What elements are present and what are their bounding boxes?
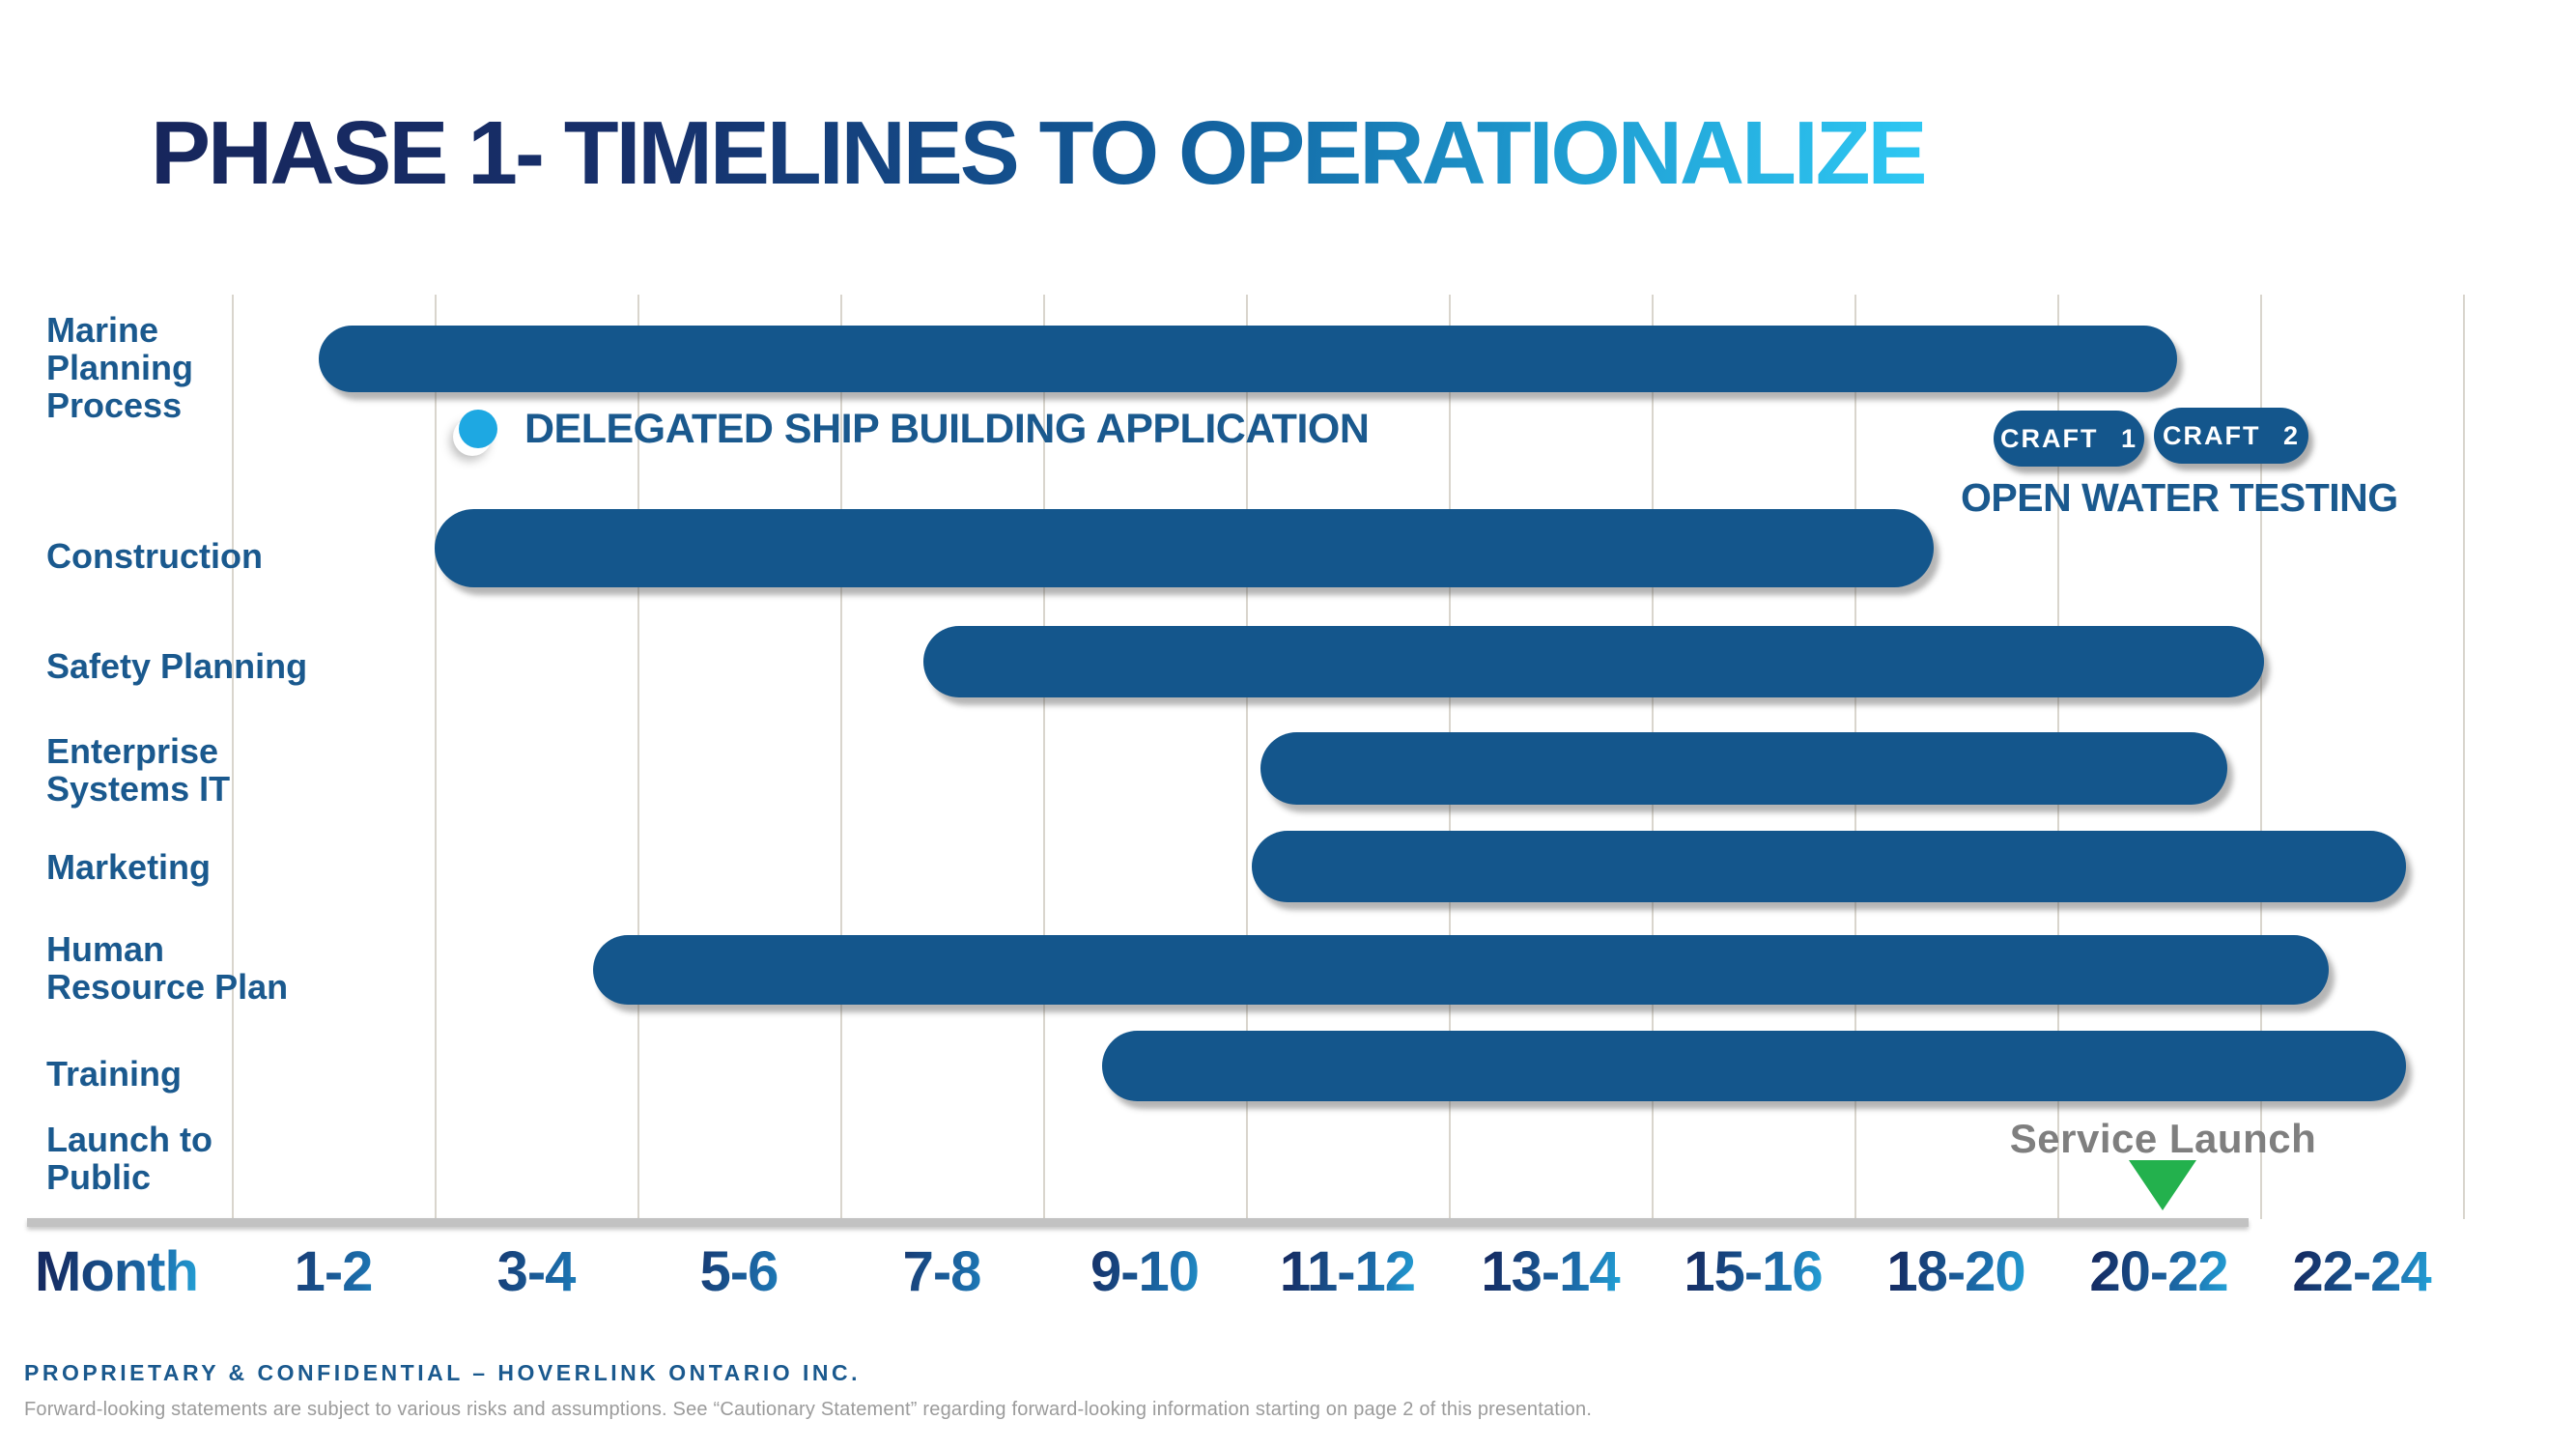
- axis-tick-15-16: 15-16: [1652, 1239, 1854, 1304]
- craft-2-badge: CRAFT 2: [2154, 408, 2308, 464]
- gantt-bar-hr: [592, 935, 2330, 1005]
- open-water-testing-label: OPEN WATER TESTING: [1961, 475, 2398, 520]
- axis-month-label: Month: [35, 1239, 233, 1304]
- gantt-bar-marine: [319, 326, 2177, 392]
- footer-disclaimer: Forward-looking statements are subject t…: [24, 1399, 1593, 1420]
- gantt-bar-construction: [435, 509, 1934, 587]
- axis-tick-13-14: 13-14: [1449, 1239, 1652, 1304]
- row-label-safety: Safety Planning: [46, 646, 308, 686]
- axis-tick-1-2: 1-2: [232, 1239, 435, 1304]
- row-label-marketing: Marketing: [46, 847, 212, 887]
- page-title: PHASE 1- TIMELINES TO OPERATIONALIZE: [151, 102, 1928, 203]
- gantt-bar-training: [1101, 1031, 2407, 1101]
- row-label-launch: Launch to Public: [46, 1120, 212, 1198]
- gridline: [232, 295, 234, 1219]
- axis-tick-20-22: 20-22: [2057, 1239, 2260, 1304]
- axis-tick-18-20: 18-20: [1854, 1239, 2057, 1304]
- craft-1-badge: CRAFT 1: [1994, 411, 2144, 467]
- gridline: [637, 295, 639, 1219]
- axis-tick-22-24: 22-24: [2260, 1239, 2463, 1304]
- gantt-bar-enterprise: [1260, 732, 2228, 805]
- service-launch-marker-icon: [2129, 1160, 2196, 1210]
- row-label-marine: Marine Planning Process: [46, 310, 193, 426]
- row-label-construction: Construction: [46, 536, 263, 576]
- service-launch-label: Service Launch: [2009, 1116, 2317, 1161]
- delegated-label: DELEGATED SHIP BUILDING APPLICATION: [524, 406, 1370, 452]
- gridline: [2463, 295, 2465, 1219]
- gridline: [1043, 295, 1045, 1219]
- gantt-bar-marketing: [1252, 831, 2407, 902]
- row-label-enterprise: Enterprise Systems IT: [46, 731, 231, 810]
- milestone-dot-icon: [459, 410, 497, 448]
- axis-tick-3-4: 3-4: [435, 1239, 637, 1304]
- axis-tick-7-8: 7-8: [840, 1239, 1043, 1304]
- gridline: [1246, 295, 1248, 1219]
- gridline: [840, 295, 842, 1219]
- axis-tick-5-6: 5-6: [637, 1239, 840, 1304]
- row-label-hr: Human Resource Plan: [46, 929, 289, 1008]
- footer-confidential: PROPRIETARY & CONFIDENTIAL – HOVERLINK O…: [24, 1360, 861, 1385]
- gridline: [2260, 295, 2262, 1219]
- axis-tick-11-12: 11-12: [1246, 1239, 1449, 1304]
- gridline: [435, 295, 437, 1219]
- axis-baseline: [27, 1218, 2249, 1227]
- row-label-training: Training: [46, 1054, 183, 1094]
- axis-tick-9-10: 9-10: [1043, 1239, 1246, 1304]
- gantt-bar-safety: [923, 626, 2265, 697]
